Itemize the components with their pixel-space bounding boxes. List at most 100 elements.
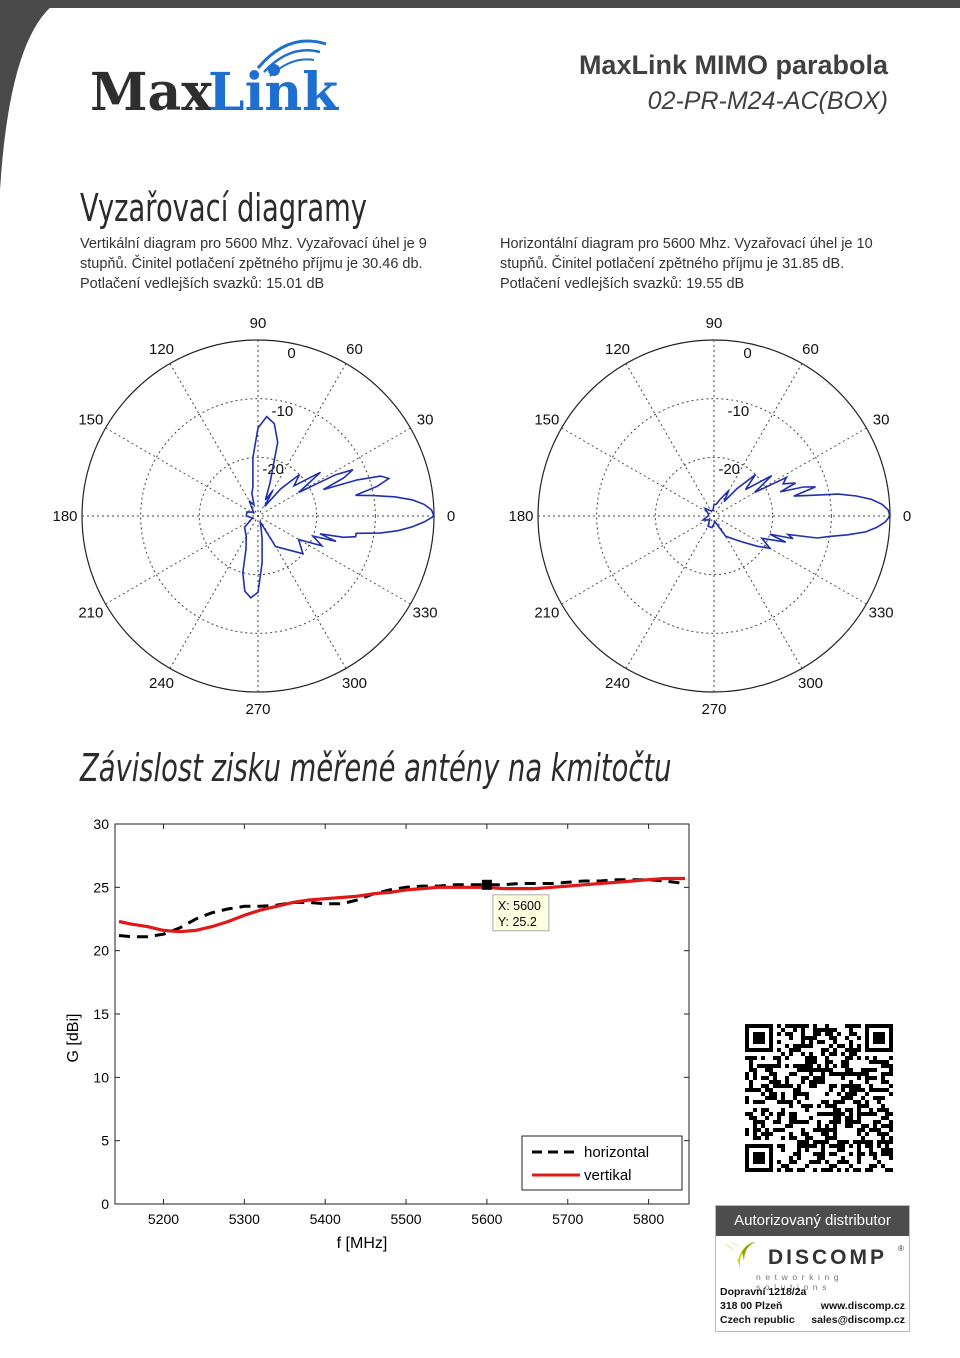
qr-module [885, 1168, 889, 1172]
polar-angle-label: 0 [447, 508, 455, 525]
qr-module [765, 1132, 769, 1136]
qr-module [805, 1060, 809, 1064]
qr-module [845, 1056, 849, 1060]
qr-module [889, 1136, 893, 1140]
qr-module [749, 1064, 753, 1068]
qr-module [761, 1112, 765, 1116]
qr-module [801, 1140, 805, 1144]
qr-module [857, 1108, 861, 1112]
qr-module [801, 1052, 805, 1056]
qr-module [849, 1108, 853, 1112]
address-street: Dopravní 1218/2a [720, 1286, 807, 1298]
qr-module [773, 1128, 777, 1132]
qr-module [793, 1072, 797, 1076]
qr-module [753, 1132, 757, 1136]
polar-angle-label: 270 [701, 701, 726, 718]
qr-module [841, 1100, 845, 1104]
qr-module [845, 1036, 849, 1040]
series-line-vertikal [118, 876, 685, 934]
qr-module [845, 1092, 849, 1096]
discomp-name: DISCOMP [768, 1246, 888, 1269]
left-corner-band [0, 0, 60, 190]
qr-module [765, 1116, 769, 1120]
qr-module [849, 1092, 853, 1096]
qr-module [853, 1092, 857, 1096]
qr-module [805, 1136, 809, 1140]
qr-module [833, 1104, 837, 1108]
qr-module [821, 1112, 825, 1116]
qr-module [793, 1136, 797, 1140]
qr-module [845, 1072, 849, 1076]
qr-module [869, 1152, 873, 1156]
qr-module [857, 1056, 861, 1060]
qr-module [805, 1096, 809, 1100]
qr-module [825, 1068, 829, 1072]
qr-module [857, 1152, 861, 1156]
qr-module [793, 1064, 797, 1068]
qr-module [853, 1168, 857, 1172]
polar-angle-label: 240 [149, 675, 174, 692]
qr-module [853, 1084, 857, 1088]
polar-grid-spoke [561, 427, 867, 605]
qr-module [801, 1068, 805, 1072]
qr-module [889, 1064, 893, 1068]
website-link[interactable]: www.discomp.cz [820, 1300, 905, 1312]
qr-module [825, 1112, 829, 1116]
qr-module [817, 1032, 821, 1036]
qr-module [817, 1104, 821, 1108]
qr-module [849, 1056, 853, 1060]
y-tick-label: 0 [101, 1196, 109, 1212]
qr-module [837, 1168, 841, 1172]
qr-module [777, 1032, 781, 1036]
qr-module [785, 1168, 789, 1172]
qr-module [789, 1156, 793, 1160]
polar-grid-spoke [105, 427, 411, 605]
qr-module [829, 1084, 833, 1088]
qr-module [801, 1128, 805, 1132]
qr-module [829, 1068, 833, 1072]
qr-module [857, 1168, 861, 1172]
qr-module [753, 1072, 757, 1076]
polar-angle-label: 150 [78, 412, 103, 429]
qr-module [841, 1096, 845, 1100]
qr-module [813, 1168, 817, 1172]
qr-module [849, 1048, 853, 1052]
qr-module [845, 1108, 849, 1112]
qr-module [873, 1060, 877, 1064]
qr-module [797, 1168, 801, 1172]
qr-module [877, 1144, 881, 1148]
qr-module [889, 1084, 893, 1088]
qr-module [805, 1092, 809, 1096]
qr-module [837, 1072, 841, 1076]
qr-module [805, 1104, 809, 1108]
polar-angle-label: 150 [534, 412, 559, 429]
qr-module [745, 1056, 749, 1060]
qr-module [801, 1080, 805, 1084]
qr-module [797, 1120, 801, 1124]
datatip-x: X: 5600 [498, 899, 541, 913]
qr-module [849, 1032, 853, 1036]
qr-module [789, 1104, 793, 1108]
qr-module [869, 1140, 873, 1144]
x-tick-label: 5400 [310, 1211, 341, 1227]
qr-module [797, 1140, 801, 1144]
qr-module [749, 1084, 753, 1088]
qr-module [849, 1028, 853, 1032]
qr-module [873, 1124, 877, 1128]
email-link[interactable]: sales@discomp.cz [811, 1314, 905, 1326]
qr-module [861, 1096, 865, 1100]
polar-grid-circle [654, 456, 774, 576]
qr-module [837, 1140, 841, 1144]
qr-module [785, 1024, 789, 1028]
polar-angle-label: 330 [413, 605, 438, 622]
polar-angle-label: 270 [245, 701, 270, 718]
qr-module [805, 1164, 809, 1168]
qr-module [845, 1140, 849, 1144]
qr-module [861, 1104, 865, 1108]
qr-module [885, 1080, 889, 1084]
qr-module [873, 1056, 877, 1060]
qr-module [877, 1096, 881, 1100]
qr-module [745, 1132, 749, 1136]
qr-module [833, 1040, 837, 1044]
qr-module [817, 1152, 821, 1156]
